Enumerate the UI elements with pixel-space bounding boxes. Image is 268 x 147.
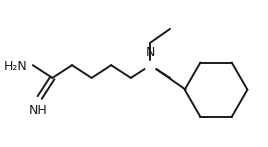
Text: N: N (146, 46, 155, 59)
Text: H₂N: H₂N (4, 60, 28, 73)
Text: NH: NH (28, 104, 47, 117)
